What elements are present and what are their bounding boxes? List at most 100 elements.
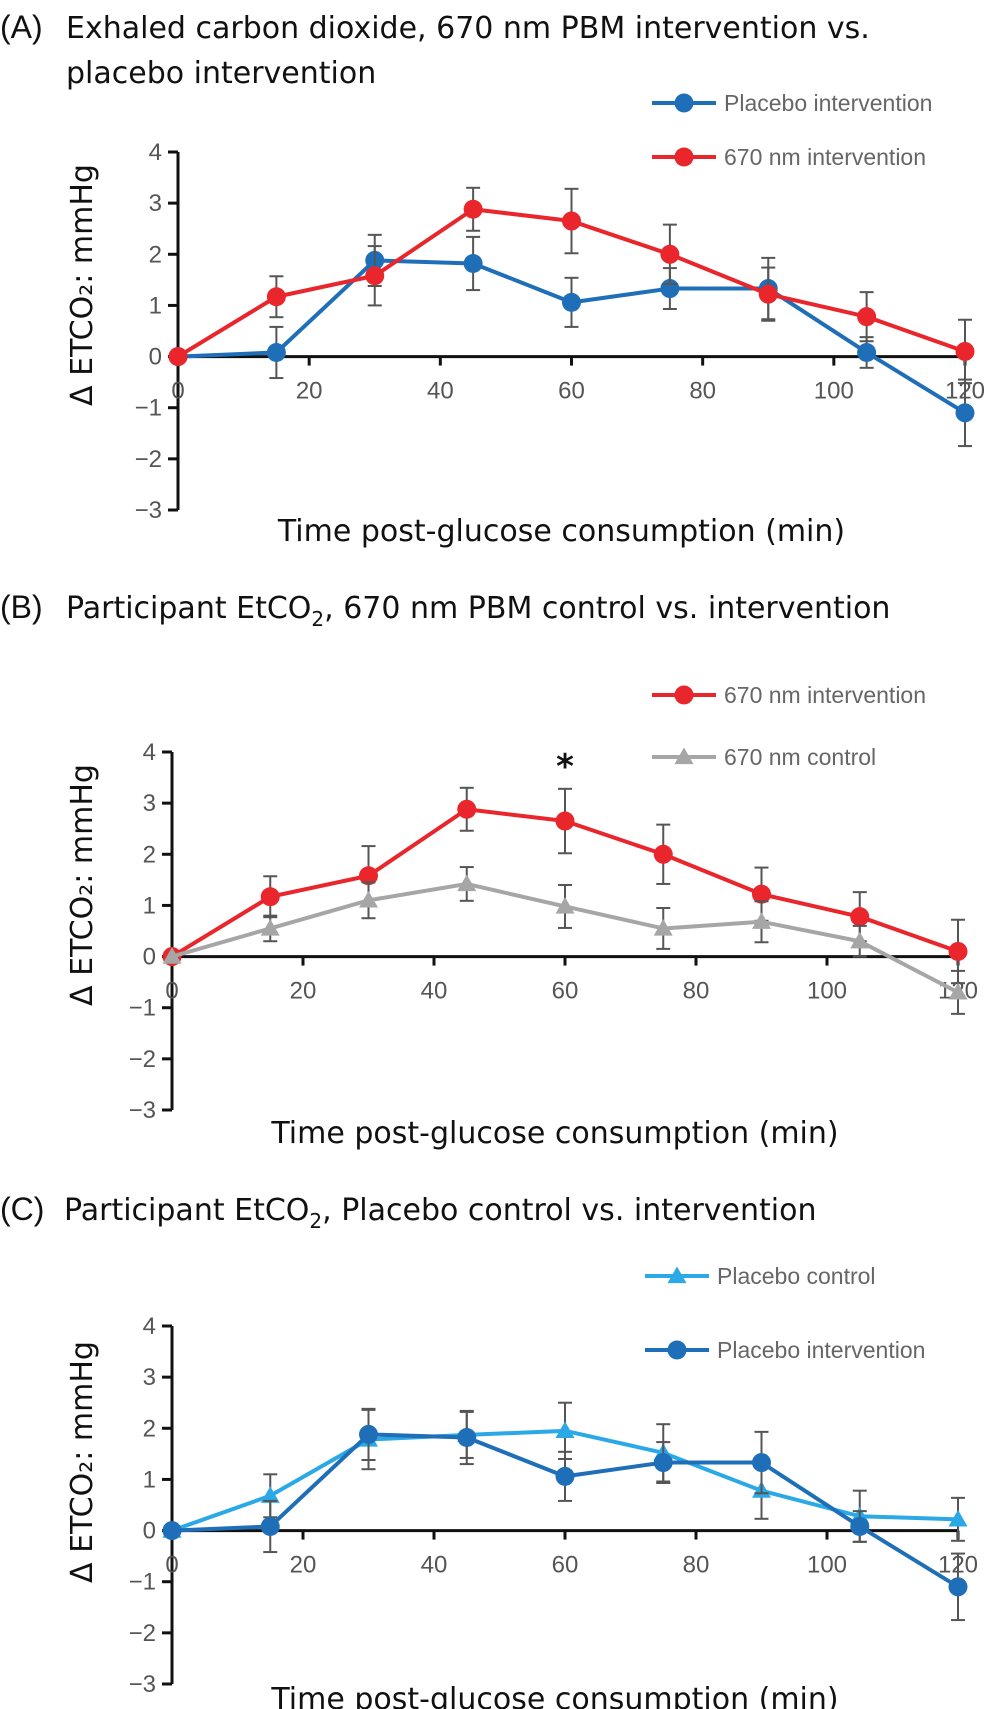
data-point [162, 947, 182, 964]
data-point [555, 896, 575, 914]
data-point [260, 918, 280, 936]
data-point [555, 811, 575, 831]
x-axis-label: Time post-glucose consumption (min) [270, 1116, 838, 1151]
data-point [463, 253, 483, 273]
legend-marker [674, 747, 694, 765]
y-tick-label: −3 [135, 497, 162, 524]
panel-c: (C) Participant EtCO2, Placebo control v… [0, 1191, 978, 1709]
y-tick-label: 4 [143, 739, 156, 766]
data-point [857, 342, 877, 362]
y-tick-label: 0 [149, 344, 162, 371]
x-axis-label: Time post-glucose consumption (min) [270, 1682, 838, 1709]
x-tick-label: 100 [807, 1552, 847, 1579]
data-point [752, 912, 771, 929]
legend-item: 670 nm intervention [652, 682, 926, 708]
y-tick-label: 2 [149, 241, 162, 268]
y-axis-label: Δ ETCO₂: mmHg [65, 164, 100, 406]
x-tick-label: 20 [296, 378, 323, 405]
data-point [653, 918, 673, 936]
legend-label: Placebo intervention [724, 90, 932, 116]
legend-label: Placebo intervention [717, 1337, 925, 1363]
title-prefix: Participant EtCO [66, 591, 311, 626]
y-tick-label: 1 [143, 892, 156, 919]
data-point [260, 1486, 280, 1503]
legend-label: 670 nm intervention [724, 144, 926, 170]
panel-letter: (C) [0, 1191, 44, 1227]
panel-letter: (B) [0, 589, 43, 625]
panel-title: Participant EtCO2, Placebo control vs. i… [64, 1193, 816, 1233]
data-point [359, 890, 378, 908]
data-point [948, 941, 968, 961]
data-point [752, 1453, 771, 1473]
y-tick-label: −1 [135, 395, 162, 422]
panel-title: Participant EtCO2, 670 nm PBM control vs… [66, 591, 890, 631]
x-tick-label: 100 [807, 978, 847, 1005]
y-axis-label: Δ ETCO₂: mmHg [65, 764, 100, 1006]
data-point [660, 244, 680, 264]
data-point [857, 307, 877, 327]
legend-label: Placebo control [717, 1263, 876, 1289]
y-tick-label: −1 [129, 1569, 156, 1596]
x-tick-label: 0 [165, 1552, 178, 1579]
y-axis-label: Δ ETCO₂: mmHg [65, 1341, 100, 1583]
y-tick-label: 1 [143, 1466, 156, 1493]
data-point [948, 982, 968, 1000]
data-point [168, 347, 188, 367]
y-tick-label: −3 [129, 1671, 156, 1698]
data-point [266, 287, 286, 307]
y-tick-label: 0 [143, 1518, 156, 1545]
x-tick-label: 40 [427, 378, 454, 405]
legend-item: Placebo control [645, 1263, 876, 1289]
title-suffix: , 670 nm PBM control vs. intervention [324, 591, 890, 626]
data-point [457, 874, 477, 892]
legend-marker [667, 1266, 687, 1284]
y-tick-label: 1 [149, 292, 162, 319]
data-point [266, 342, 286, 362]
x-tick-label: 80 [683, 978, 710, 1005]
data-point [850, 1516, 870, 1536]
data-point [758, 284, 778, 304]
panel-b: (B) Participant EtCO2, 670 nm PBM contro… [0, 589, 978, 1151]
y-tick-label: −1 [129, 995, 156, 1022]
data-point [948, 1577, 968, 1597]
panel-title-line-2: placebo intervention [66, 56, 376, 91]
y-tick-label: −3 [129, 1097, 156, 1124]
data-point [850, 907, 870, 927]
series-670-nm-intervention [168, 186, 975, 385]
data-point [955, 403, 975, 423]
legend-item: 670 nm control [652, 744, 876, 770]
legend-item: 670 nm intervention [652, 144, 926, 170]
y-tick-label: 3 [143, 1364, 156, 1391]
data-point [162, 1521, 182, 1541]
x-tick-label: 20 [290, 978, 317, 1005]
data-point [365, 266, 385, 286]
legend-label: 670 nm intervention [724, 682, 926, 708]
y-tick-label: 2 [143, 1415, 156, 1442]
data-point [457, 1427, 477, 1447]
panel-letter: (A) [0, 9, 43, 45]
x-tick-label: 20 [290, 1552, 317, 1579]
data-point [260, 887, 280, 907]
legend-item: Placebo intervention [652, 90, 932, 116]
x-tick-label: 0 [171, 378, 184, 405]
legend-label: 670 nm control [724, 744, 876, 770]
x-tick-label: 100 [814, 378, 854, 405]
legend-marker [674, 93, 694, 113]
panel-a: (A) Exhaled carbon dioxide, 670 nm PBM i… [0, 9, 985, 549]
series-placebo-intervention [168, 233, 975, 448]
y-tick-label: 3 [149, 190, 162, 217]
title-subscript: 2 [311, 607, 324, 631]
y-tick-label: −2 [129, 1046, 156, 1073]
y-tick-label: 2 [143, 841, 156, 868]
significance-star: * [556, 747, 574, 787]
data-point [562, 292, 581, 312]
legend-item: Placebo intervention [645, 1337, 925, 1363]
y-tick-label: 3 [143, 790, 156, 817]
series-670-nm-control [162, 866, 968, 1015]
data-point [359, 866, 378, 886]
x-tick-label: 40 [421, 978, 448, 1005]
y-tick-label: −2 [135, 446, 162, 473]
y-tick-label: 4 [149, 139, 162, 166]
